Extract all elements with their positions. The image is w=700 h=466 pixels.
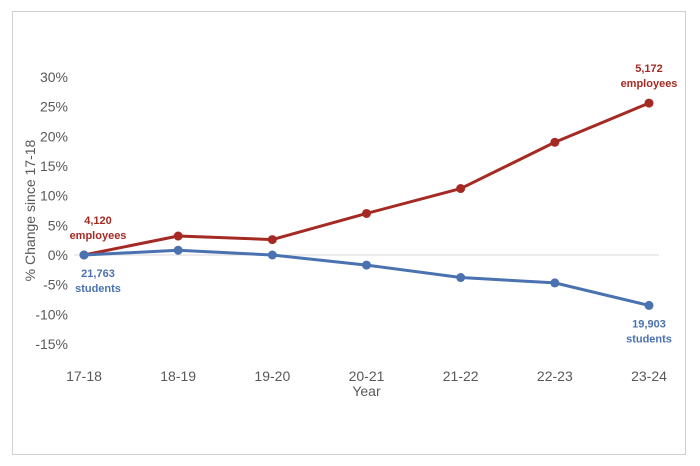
employees-data-point xyxy=(456,184,466,194)
students-data-point xyxy=(362,260,371,270)
y-tick-label: -10% xyxy=(35,306,68,322)
y-tick-label: 5% xyxy=(48,217,68,233)
students-data-point xyxy=(456,273,466,283)
y-tick-label: 10% xyxy=(40,188,68,204)
x-axis-title: Year xyxy=(352,383,381,399)
y-tick-label: 25% xyxy=(40,99,68,115)
y-tick-label: 0% xyxy=(48,247,68,263)
students-data-label: 21,763 xyxy=(81,268,115,280)
students-data-point xyxy=(644,300,654,310)
employees-data-label: 5,172 xyxy=(635,63,663,75)
data-labels: 4,120 employees 5,172 employees 21,763 studen… xyxy=(70,63,678,345)
employees-data-label: 4,120 xyxy=(84,215,112,227)
series-group xyxy=(79,98,654,310)
x-tick-label: 19-20 xyxy=(254,368,290,384)
students-data-point xyxy=(267,250,277,260)
employees-data-label: employees xyxy=(70,230,127,242)
employees-data-label: employees xyxy=(621,78,678,90)
x-axis-ticks: 17-18 18-19 19-20 20-21 21-22 22-23 23-24 xyxy=(66,368,667,384)
x-tick-label: 22-23 xyxy=(537,368,573,384)
x-tick-label: 21-22 xyxy=(443,368,479,384)
y-tick-label: 20% xyxy=(40,128,68,144)
y-tick-label: -15% xyxy=(35,336,68,352)
students-data-label: students xyxy=(626,333,672,345)
employees-data-point xyxy=(644,98,654,108)
y-tick-label: 15% xyxy=(40,158,68,174)
x-tick-label: 20-21 xyxy=(349,368,385,384)
y-tick-label: 30% xyxy=(40,69,68,85)
x-tick-label: 17-18 xyxy=(66,368,102,384)
students-data-label: students xyxy=(75,283,121,295)
chart-frame xyxy=(12,11,686,455)
y-axis-title: % Change since 17-18 xyxy=(22,139,38,281)
students-data-point xyxy=(550,278,560,288)
y-tick-label: -5% xyxy=(43,277,68,293)
employees-data-point xyxy=(362,208,371,218)
students-data-point xyxy=(173,245,183,255)
x-tick-label: 23-24 xyxy=(631,368,667,384)
x-tick-label: 18-19 xyxy=(160,368,196,384)
employees-data-point xyxy=(173,231,183,241)
students-data-point xyxy=(79,250,89,260)
employees-data-point xyxy=(550,137,560,147)
y-axis-ticks: 30% 25% 20% 15% 10% 5% 0% -5% -10% -15% xyxy=(35,69,68,352)
employees-data-point xyxy=(267,235,277,245)
students-series-line xyxy=(82,248,651,307)
employees-series-line xyxy=(82,101,651,257)
students-data-label: 19,903 xyxy=(632,318,666,330)
